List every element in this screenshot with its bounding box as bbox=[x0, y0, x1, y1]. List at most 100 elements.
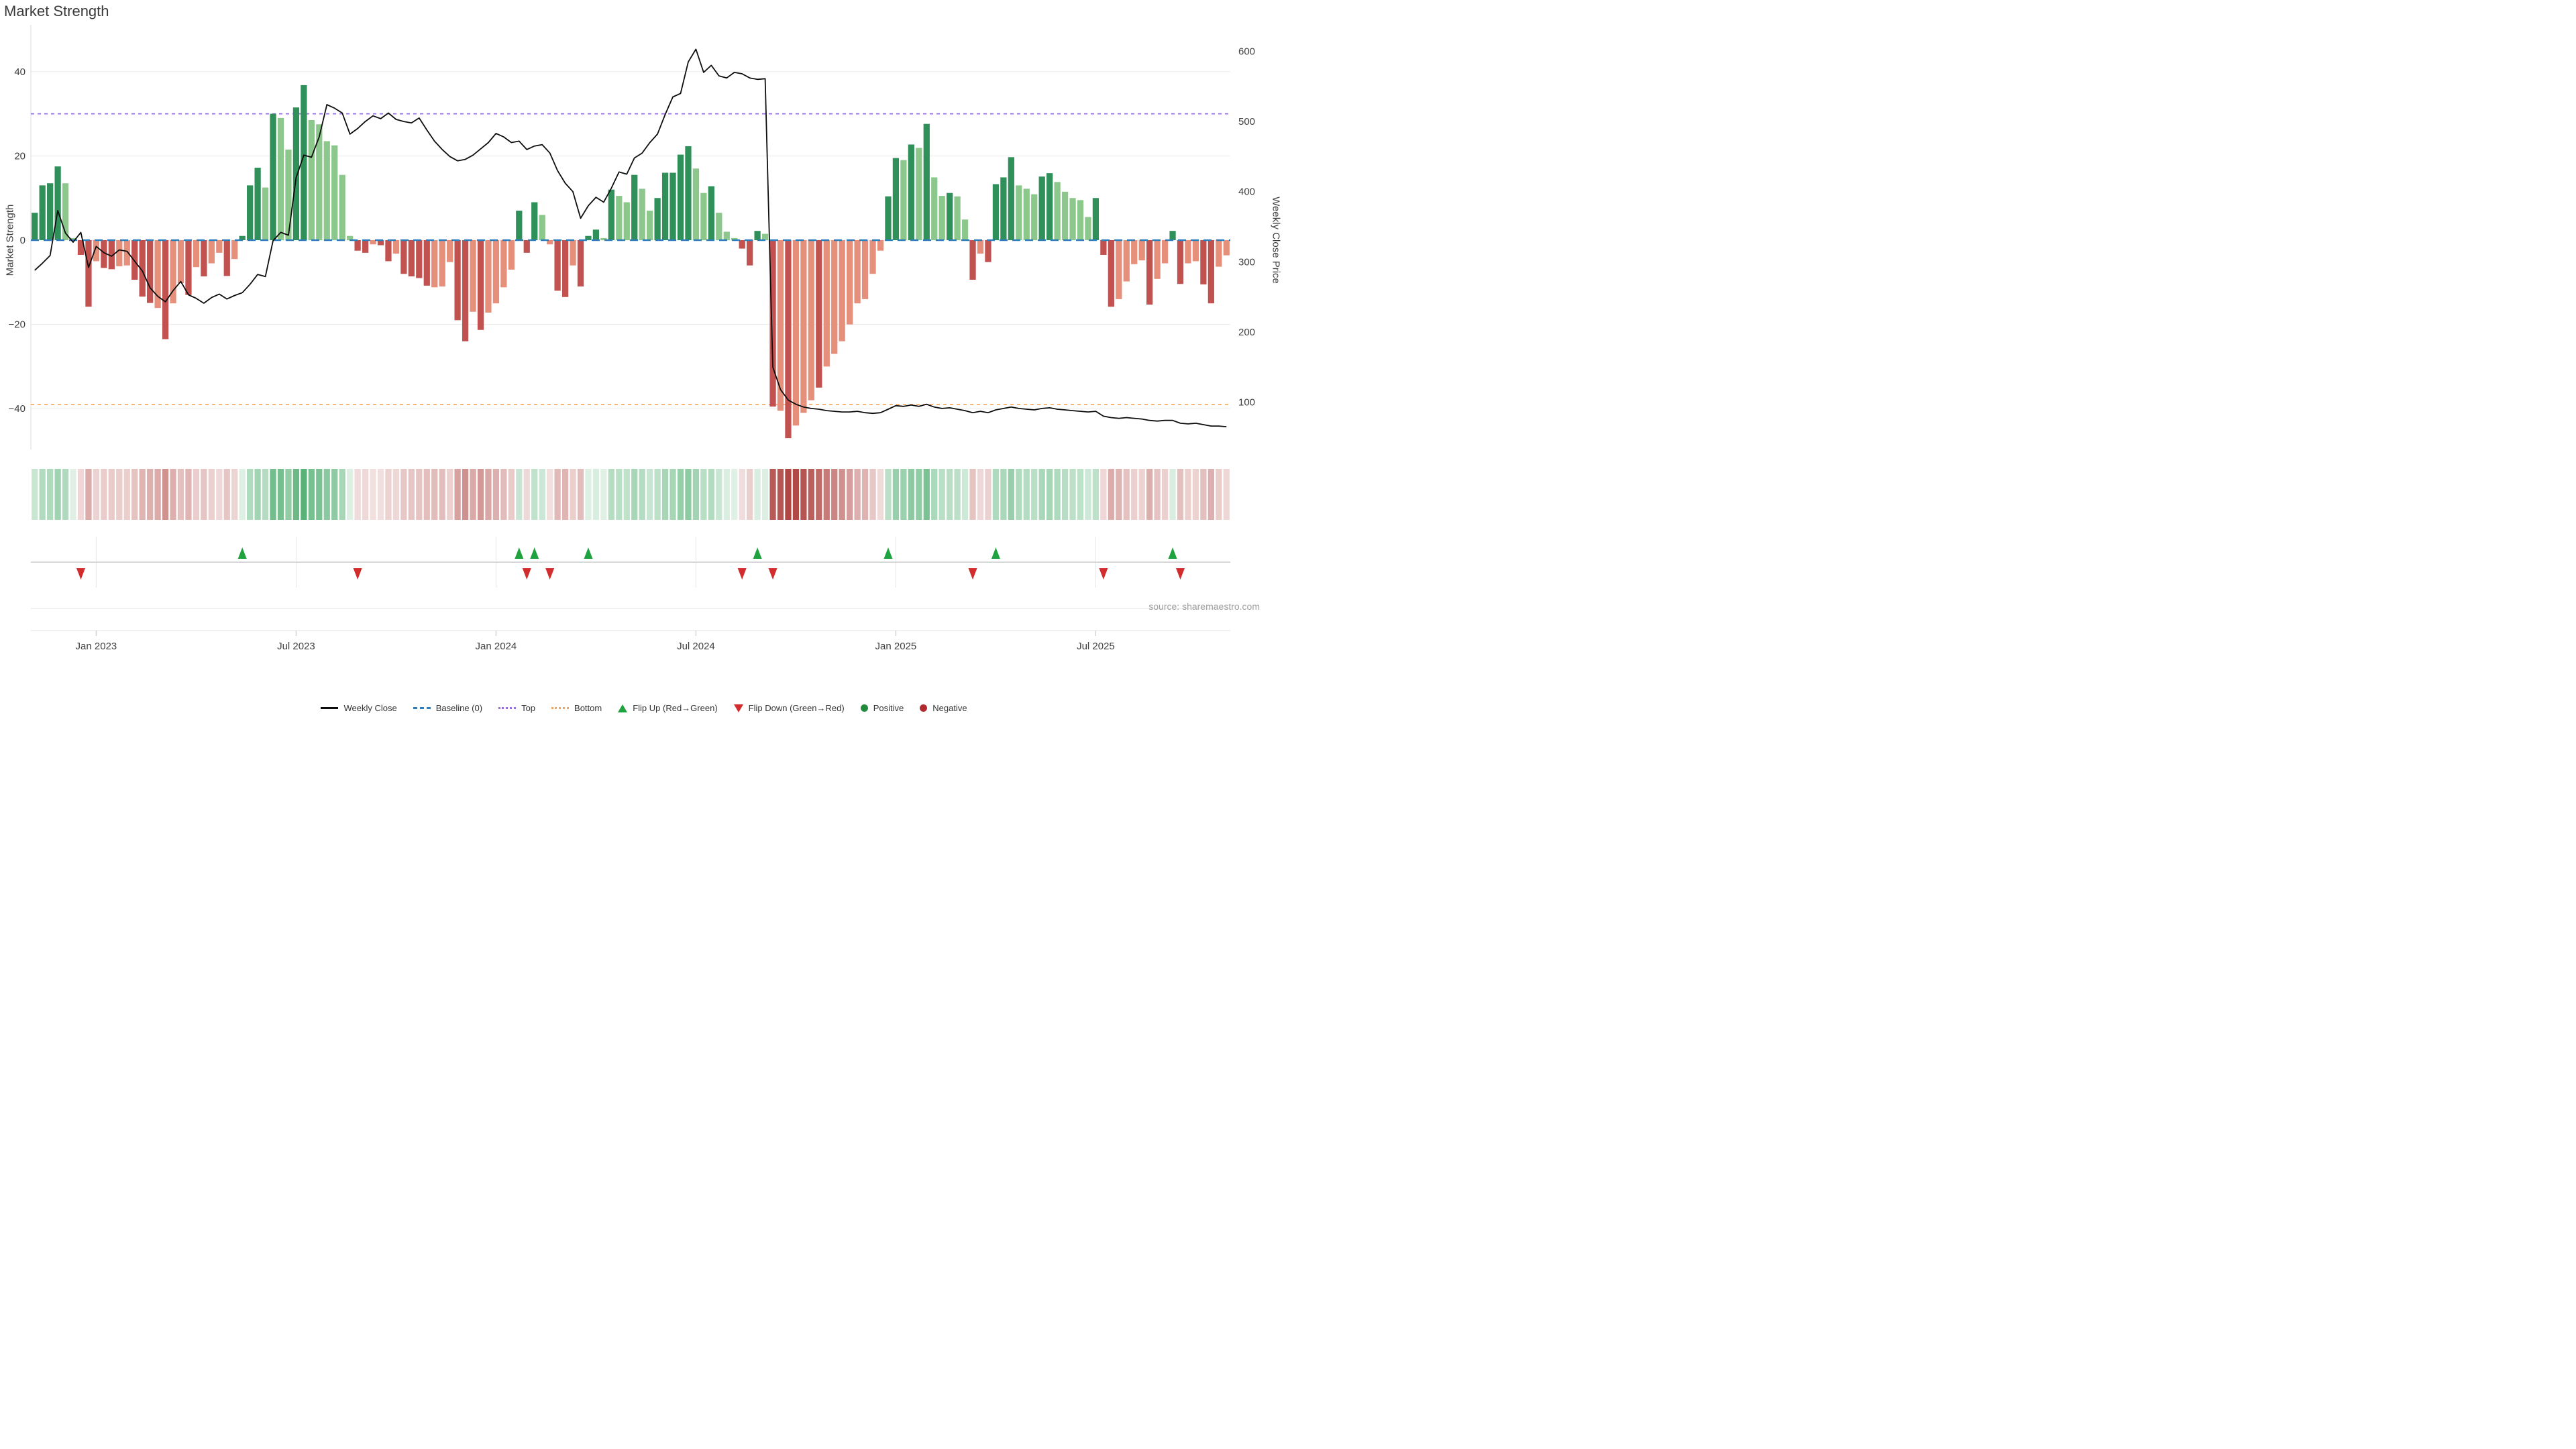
heatmap-cell bbox=[492, 469, 500, 520]
flip-down-marker bbox=[737, 568, 747, 580]
strength-bar bbox=[554, 240, 561, 291]
strength-bar bbox=[423, 240, 430, 286]
strength-bar bbox=[1116, 240, 1122, 299]
heatmap-cell bbox=[908, 469, 914, 520]
heatmap-cell bbox=[1146, 469, 1153, 520]
strength-bar bbox=[116, 240, 123, 266]
strength-bar bbox=[354, 240, 361, 251]
strength-bar bbox=[147, 240, 154, 303]
strength-bar bbox=[270, 113, 276, 240]
legend-label: Bottom bbox=[574, 703, 602, 713]
heatmap-cell bbox=[677, 469, 684, 520]
heatmap-cell bbox=[1169, 469, 1176, 520]
heatmap-cell bbox=[223, 469, 230, 520]
heatmap-cell bbox=[585, 469, 592, 520]
strength-bar bbox=[716, 213, 722, 240]
heatmap-cell bbox=[331, 469, 338, 520]
strength-bar bbox=[847, 240, 853, 325]
heatmap-cell bbox=[716, 469, 722, 520]
legend-label: Baseline (0) bbox=[435, 703, 483, 713]
heatmap-cell bbox=[1223, 469, 1230, 520]
heatmap-cell bbox=[739, 469, 745, 520]
heatmap-cell bbox=[631, 469, 638, 520]
heatmap-cell bbox=[147, 469, 154, 520]
legend-label: Flip Down (Green→Red) bbox=[748, 703, 845, 713]
strength-bar bbox=[608, 189, 614, 240]
heatmap-cell bbox=[647, 469, 653, 520]
heatmap-cell bbox=[277, 469, 284, 520]
heatmap-cell bbox=[193, 469, 200, 520]
strength-bar bbox=[162, 240, 169, 339]
heatmap-cell bbox=[485, 469, 492, 520]
heatmap-cell bbox=[185, 469, 192, 520]
heatmap-cell bbox=[77, 469, 85, 520]
heatmap-cell bbox=[561, 469, 569, 520]
legend-item-flip-up: Flip Up (Red→Green) bbox=[618, 703, 718, 713]
strength-bar bbox=[777, 240, 784, 411]
heatmap-cell bbox=[823, 469, 830, 520]
strength-bar bbox=[308, 120, 315, 240]
flip-up-marker bbox=[753, 547, 762, 559]
heatmap-cell bbox=[639, 469, 645, 520]
heatmap-cell bbox=[692, 469, 700, 520]
right-tick-label: 300 bbox=[1238, 256, 1255, 268]
strength-bar bbox=[708, 186, 714, 240]
heatmap-cell bbox=[408, 469, 415, 520]
strength-bar bbox=[285, 149, 292, 240]
strength-bar bbox=[1061, 191, 1069, 240]
heatmap-cell bbox=[254, 469, 261, 520]
heatmap-cell bbox=[731, 469, 738, 520]
x-tick-label: Jul 2024 bbox=[677, 641, 715, 652]
source-note: source: sharemaestro.com bbox=[1148, 601, 1260, 612]
heatmap-cell bbox=[777, 469, 784, 520]
strength-bar bbox=[623, 202, 630, 240]
legend-item-flip-down: Flip Down (Green→Red) bbox=[733, 703, 845, 713]
strength-bar bbox=[1123, 240, 1130, 282]
strength-bar bbox=[39, 185, 46, 240]
strength-bar bbox=[685, 146, 692, 240]
heatmap-cell bbox=[1131, 469, 1138, 520]
strength-bar bbox=[316, 124, 323, 240]
heatmap-cell bbox=[1000, 469, 1007, 520]
heatmap-cell bbox=[354, 469, 361, 520]
strength-bar bbox=[54, 166, 61, 240]
strength-bar bbox=[561, 240, 569, 297]
heatmap-cell bbox=[1046, 469, 1053, 520]
heatmap-cell bbox=[661, 469, 669, 520]
heatmap-cell bbox=[516, 469, 523, 520]
strength-bar bbox=[416, 240, 423, 278]
heatmap-cell bbox=[854, 469, 861, 520]
heatmap-cell bbox=[938, 469, 945, 520]
strength-bar bbox=[516, 211, 523, 240]
heatmap-cell bbox=[154, 469, 161, 520]
heatmap-cell bbox=[447, 469, 453, 520]
left-tick-label: 20 bbox=[14, 150, 25, 162]
heatmap-cell bbox=[539, 469, 545, 520]
heatmap-cell bbox=[1116, 469, 1122, 520]
heatmap-cell bbox=[62, 469, 69, 520]
strength-bar bbox=[1108, 240, 1114, 307]
left-tick-label: 0 bbox=[20, 235, 25, 246]
strength-bar bbox=[661, 172, 669, 240]
strength-bar bbox=[193, 240, 200, 268]
heatmap-cell bbox=[985, 469, 991, 520]
strength-bar bbox=[247, 185, 254, 240]
strength-bar bbox=[1077, 200, 1084, 240]
heatmap-cell bbox=[500, 469, 507, 520]
strength-bar bbox=[1177, 240, 1184, 284]
heatmap-cell bbox=[101, 469, 107, 520]
heatmap-cell bbox=[816, 469, 822, 520]
strength-bar bbox=[908, 144, 914, 240]
heatmap-cell bbox=[339, 469, 345, 520]
heatmap-cell bbox=[247, 469, 254, 520]
strength-bar bbox=[85, 240, 92, 307]
flip-up-marker bbox=[584, 547, 593, 559]
strength-bar bbox=[1223, 240, 1230, 256]
strength-bar bbox=[301, 85, 307, 241]
heatmap-cell bbox=[201, 469, 207, 520]
heatmap-cell bbox=[1108, 469, 1114, 520]
heatmap-cell bbox=[1161, 469, 1169, 520]
strength-bar bbox=[292, 107, 300, 240]
strength-bar bbox=[1092, 198, 1099, 240]
heatmap-cell bbox=[385, 469, 392, 520]
